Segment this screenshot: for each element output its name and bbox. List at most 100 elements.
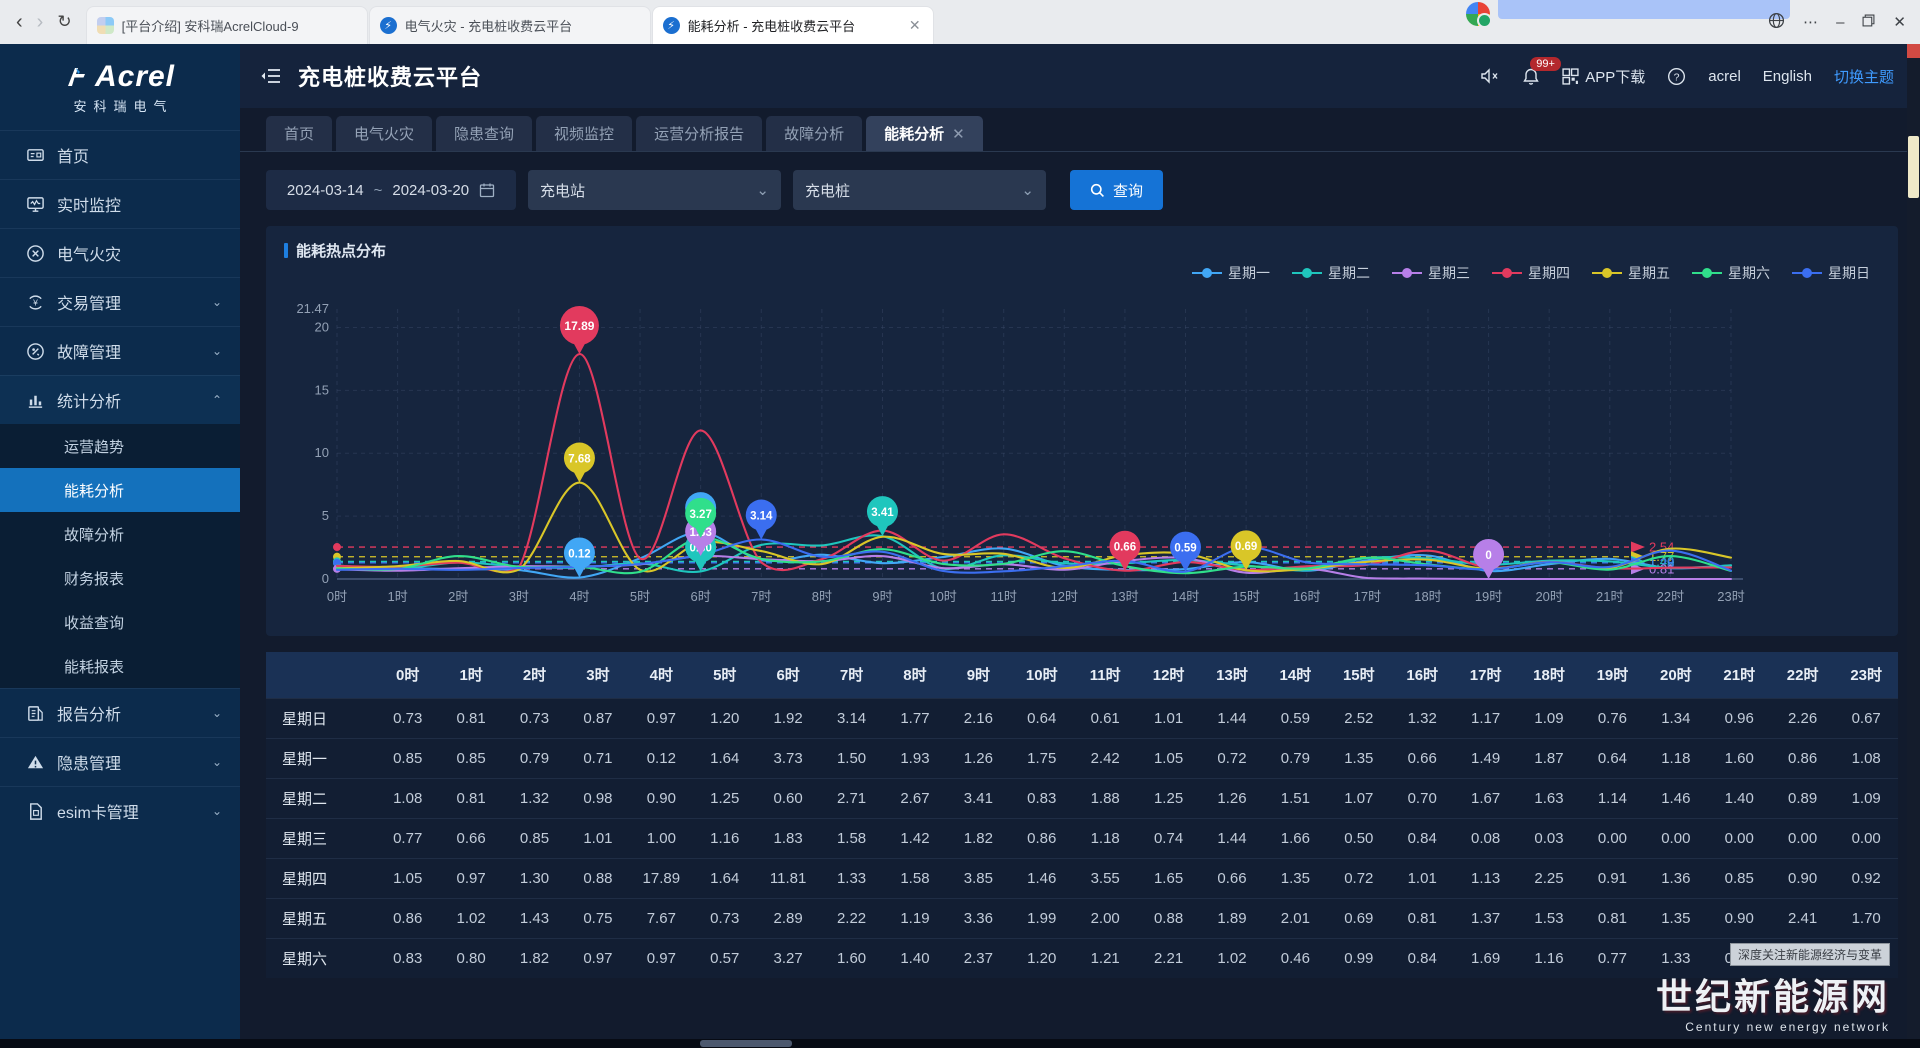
chevron-up-icon: ⌃ (212, 393, 222, 407)
table-col-header: 6时 (756, 652, 819, 698)
pile-select[interactable]: 充电桩 ⌄ (793, 170, 1046, 210)
page-tab-能耗分析[interactable]: 能耗分析✕ (866, 116, 983, 151)
query-button[interactable]: 查询 (1070, 170, 1163, 210)
sidebar-item-交易管理[interactable]: ¥ 交易管理⌄ (0, 277, 240, 326)
svg-text:17时: 17时 (1354, 589, 1381, 604)
page-tab-首页[interactable]: 首页 (266, 116, 332, 151)
username[interactable]: acrel (1708, 68, 1741, 85)
sidebar-subitem-故障分析[interactable]: 故障分析 (0, 512, 240, 556)
globe-icon[interactable] (1768, 12, 1785, 33)
browser-tab[interactable]: ⚡ 电气火灾 - 充电桩收费云平台 (369, 6, 651, 44)
table-cell: 1.89 (1200, 898, 1263, 938)
sidebar-item-esim卡管理[interactable]: esim卡管理 ⌄ (0, 786, 240, 835)
page-tab-隐患查询[interactable]: 隐患查询 (436, 116, 532, 151)
browser-refresh-icon[interactable]: ↻ (57, 12, 71, 32)
svg-text:0.69: 0.69 (1235, 541, 1257, 553)
legend-item-星期一[interactable]: 星期一 (1192, 263, 1270, 283)
language-switch[interactable]: English (1763, 68, 1812, 85)
sidebar-subitem-能耗分析[interactable]: 能耗分析 (0, 468, 240, 512)
table-cell: 1.26 (947, 738, 1010, 778)
sidebar-item-label: 故障管理 (57, 339, 200, 363)
legend-item-星期五[interactable]: 星期五 (1592, 263, 1670, 283)
tab-close-icon[interactable]: ✕ (952, 125, 965, 143)
sidebar-item-统计分析[interactable]: 统计分析⌃ (0, 375, 240, 424)
table-cell: 0.86 (1771, 738, 1834, 778)
table-col-header: 15时 (1327, 652, 1390, 698)
window-restore-icon[interactable] (1862, 14, 1875, 31)
table-cell: 0.99 (1327, 938, 1390, 978)
extension-icon[interactable] (1466, 2, 1490, 26)
help-icon[interactable]: ? (1667, 67, 1686, 86)
svg-text:0: 0 (322, 571, 329, 586)
vertical-scrollbar[interactable] (1907, 44, 1920, 1039)
tab-close-icon[interactable]: ✕ (907, 17, 923, 34)
window-minimize-icon[interactable]: – (1836, 14, 1844, 31)
sidebar-collapse-icon[interactable] (260, 67, 282, 85)
table-cell: 1.64 (693, 858, 756, 898)
svg-text:8时: 8时 (812, 589, 832, 604)
table-cell: 1.60 (1708, 738, 1771, 778)
sidebar-item-实时监控[interactable]: 实时监控 (0, 179, 240, 228)
legend-item-星期二[interactable]: 星期二 (1292, 263, 1370, 283)
page-tab-故障分析[interactable]: 故障分析 (766, 116, 862, 151)
station-select[interactable]: 充电站 ⌄ (528, 170, 781, 210)
table-col-header: 7时 (820, 652, 883, 698)
fault-icon (26, 342, 45, 361)
table-col-header: 5时 (693, 652, 756, 698)
energy-hotspot-chart[interactable]: 0510152021.470时1时2时3时4时5时6时7时8时9时10时11时1… (284, 283, 1880, 630)
horizontal-scrollbar[interactable] (0, 1039, 1920, 1048)
table-cell: 2.42 (1073, 738, 1136, 778)
vertical-scrollbar-thumb[interactable] (1908, 136, 1919, 198)
sidebar-item-label: 报告分析 (57, 701, 200, 725)
table-cell: 0.75 (566, 898, 629, 938)
sidebar-item-电气火灾[interactable]: 电气火灾 (0, 228, 240, 277)
browser-tab[interactable]: ⚡ 能耗分析 - 充电桩收费云平台✕ (652, 6, 934, 44)
table-cell: 0.00 (1708, 818, 1771, 858)
notification-bell-icon[interactable]: 99+ (1522, 67, 1540, 86)
browser-tab[interactable]: [平台介绍] 安科瑞AcrelCloud-9 (86, 6, 368, 44)
sidebar-item-label: esim卡管理 (57, 799, 200, 823)
table-cell: 3.85 (947, 858, 1010, 898)
sidebar-subitem-运营趋势[interactable]: 运营趋势 (0, 424, 240, 468)
date-range-picker[interactable]: 2024-03-14 ~ 2024-03-20 (266, 170, 516, 210)
sidebar-item-故障管理[interactable]: 故障管理⌄ (0, 326, 240, 375)
sidebar-subitem-能耗报表[interactable]: 能耗报表 (0, 644, 240, 688)
search-icon (1090, 183, 1105, 198)
table-cell: 0.76 (1581, 698, 1644, 738)
table-cell: 3.36 (947, 898, 1010, 938)
browser-back-icon[interactable]: ‹ (16, 11, 23, 34)
svg-text:¥: ¥ (32, 297, 38, 307)
sidebar-subitem-财务报表[interactable]: 财务报表 (0, 556, 240, 600)
table-col-header: 18时 (1517, 652, 1580, 698)
theme-switch-link[interactable]: 切换主题 (1834, 66, 1894, 87)
window-close-icon[interactable]: ✕ (1893, 13, 1906, 31)
sidebar-item-隐患管理[interactable]: 隐患管理⌄ (0, 737, 240, 786)
legend-marker-icon (1792, 267, 1822, 279)
svg-text:3.14: 3.14 (750, 510, 773, 522)
table-cell: 0.85 (439, 738, 502, 778)
mute-icon[interactable] (1480, 67, 1500, 85)
chevron-down-icon: ⌄ (212, 804, 222, 818)
chart-pin: 7.68 (564, 443, 595, 483)
sidebar-item-首页[interactable]: 首页 (0, 130, 240, 179)
table-col-header: 2时 (503, 652, 566, 698)
browser-menu-icon[interactable]: ⋯ (1803, 13, 1818, 31)
svg-text:0.12: 0.12 (568, 548, 590, 560)
legend-item-星期三[interactable]: 星期三 (1392, 263, 1470, 283)
sidebar-subitem-收益查询[interactable]: 收益查询 (0, 600, 240, 644)
chevron-down-icon: ⌄ (212, 295, 222, 309)
legend-item-星期六[interactable]: 星期六 (1692, 263, 1770, 283)
horizontal-scrollbar-thumb[interactable] (700, 1040, 792, 1047)
app-download-button[interactable]: APP下载 (1562, 66, 1645, 87)
page-tab-运营分析报告[interactable]: 运营分析报告 (636, 116, 762, 151)
table-cell: 1.82 (1771, 938, 1834, 978)
browser-forward-icon[interactable]: › (37, 11, 44, 34)
sidebar-item-报告分析[interactable]: 报告分析⌄ (0, 688, 240, 737)
fire-icon (26, 244, 45, 263)
page-tab-电气火灾[interactable]: 电气火灾 (336, 116, 432, 151)
sidebar-item-label: 电气火灾 (57, 241, 222, 265)
table-cell: 0.72 (1200, 738, 1263, 778)
legend-item-星期四[interactable]: 星期四 (1492, 263, 1570, 283)
page-tab-视频监控[interactable]: 视频监控 (536, 116, 632, 151)
legend-item-星期日[interactable]: 星期日 (1792, 263, 1870, 283)
